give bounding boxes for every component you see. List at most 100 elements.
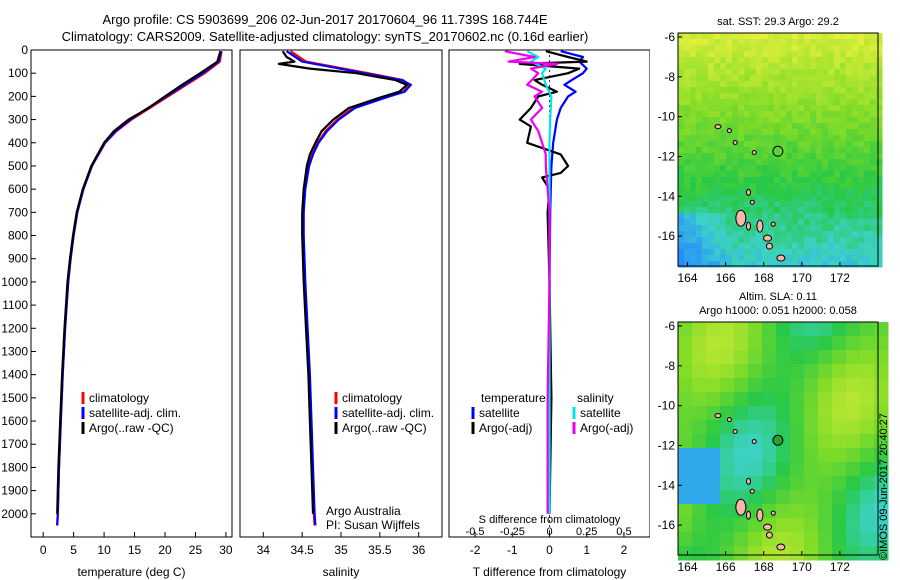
sst_map-cell	[756, 165, 763, 172]
sst_map-cell	[720, 195, 727, 202]
sst_map-cell	[756, 141, 763, 148]
sla_map-cell	[790, 406, 805, 421]
sst_map-cell	[864, 213, 871, 220]
sst_map-cell	[834, 207, 841, 214]
sst_map-cell	[834, 45, 841, 52]
sst_map-cell	[828, 195, 835, 202]
sst_map-cell	[804, 159, 811, 166]
sst_map-cell	[822, 93, 829, 100]
sst_map-cell	[768, 105, 775, 112]
sst_map-cell	[702, 81, 709, 88]
sst_map-cell	[870, 93, 877, 100]
sla_map-cell	[748, 378, 763, 393]
sla_map-cell	[832, 392, 847, 407]
sst_map-cell	[816, 135, 823, 142]
sla_map-cell	[692, 420, 707, 435]
sst_map-cell	[774, 249, 781, 256]
sst_map-cell	[690, 99, 697, 106]
sla_map-cell	[762, 392, 777, 407]
sst_map-cell	[792, 189, 799, 196]
sst_map-cell	[834, 255, 841, 262]
sst_map-cell	[750, 69, 757, 76]
sla_map-cell	[706, 364, 721, 379]
sst_map-cell	[720, 33, 727, 40]
sst_map-cell	[798, 57, 805, 64]
sst_map-cell	[774, 165, 781, 172]
sla_map-cell	[762, 336, 777, 351]
sst_map-cell	[798, 195, 805, 202]
sst_map-cell	[738, 261, 745, 268]
sst_map-cell	[840, 195, 847, 202]
sst_map-cell	[708, 261, 715, 268]
sst_map-cell	[738, 69, 745, 76]
sst_map-cell	[864, 81, 871, 88]
sst_map-cell	[774, 45, 781, 52]
sst_map-cell	[696, 39, 703, 46]
sst_map-cell	[762, 195, 769, 202]
sst_map-cell	[804, 69, 811, 76]
sla_map-cell	[804, 532, 819, 547]
sst_map-cell	[864, 105, 871, 112]
sst_map-cell	[690, 45, 697, 52]
sst_map-cell	[846, 63, 853, 70]
sst_map-cell	[684, 189, 691, 196]
sst_map-cell	[690, 75, 697, 82]
sst_map-cell	[870, 207, 877, 214]
sst_map-cell	[822, 123, 829, 130]
sst_map-cell	[780, 75, 787, 82]
sst_map-cell	[804, 111, 811, 118]
sst_map-cell	[798, 177, 805, 184]
sst_map-cell	[876, 171, 883, 178]
sla_map-cell	[720, 378, 735, 393]
sst_map-cell	[738, 255, 745, 262]
sst_map-cell	[810, 81, 817, 88]
sst_map-cell	[738, 117, 745, 124]
sst_map-cell	[726, 69, 733, 76]
sla_map-cell	[818, 462, 833, 477]
sst_map-cell	[750, 171, 757, 178]
sla_map-cell	[846, 322, 861, 337]
sst_map-cell	[684, 135, 691, 142]
sst_map-cell	[828, 69, 835, 76]
sst_map-cell	[744, 201, 751, 208]
sla_map-cell	[818, 546, 833, 561]
sst_map-cell	[798, 123, 805, 130]
sla_map-cell	[748, 448, 763, 463]
sst_map-cell	[708, 147, 715, 154]
sst_map-cell	[768, 165, 775, 172]
sst_map-cell	[816, 165, 823, 172]
sla_map-cell	[692, 322, 707, 337]
sst_map-cell	[876, 33, 883, 40]
sst_map-cell	[750, 207, 757, 214]
sst_map-cell	[738, 153, 745, 160]
sst_map-cell	[810, 255, 817, 262]
sst_map-cell	[876, 219, 883, 226]
sst_map-cell	[786, 33, 793, 40]
sst_map-cell	[678, 39, 685, 46]
sst_map-cell	[816, 261, 823, 268]
sst_map-cell	[852, 39, 859, 46]
sst_map-cell	[780, 261, 787, 268]
sst_map-cell	[678, 63, 685, 70]
sst_map-cell	[684, 195, 691, 202]
sla_map-cell	[846, 518, 861, 533]
sst_map-cell	[834, 189, 841, 196]
sst_map-cell	[762, 183, 769, 190]
sst_map-cell	[726, 231, 733, 238]
sst_map-cell	[846, 171, 853, 178]
sst_map-cell	[744, 81, 751, 88]
sla_map-island	[745, 477, 751, 485]
sla_map-cell	[692, 490, 707, 505]
sst_map-cell	[762, 39, 769, 46]
sst_map-island	[714, 124, 722, 130]
sst_map-cell	[702, 261, 709, 268]
sst_map-cell	[720, 87, 727, 94]
salinity-xtick-label: 34.5	[290, 543, 314, 557]
sla_map-cell	[860, 518, 875, 533]
sst_map-cell	[858, 51, 865, 58]
sst_map-cell	[852, 219, 859, 226]
sla_map-cell	[706, 546, 721, 561]
sla_map-cell	[832, 532, 847, 547]
sst_map-cell	[798, 207, 805, 214]
sst_map-cell	[768, 69, 775, 76]
